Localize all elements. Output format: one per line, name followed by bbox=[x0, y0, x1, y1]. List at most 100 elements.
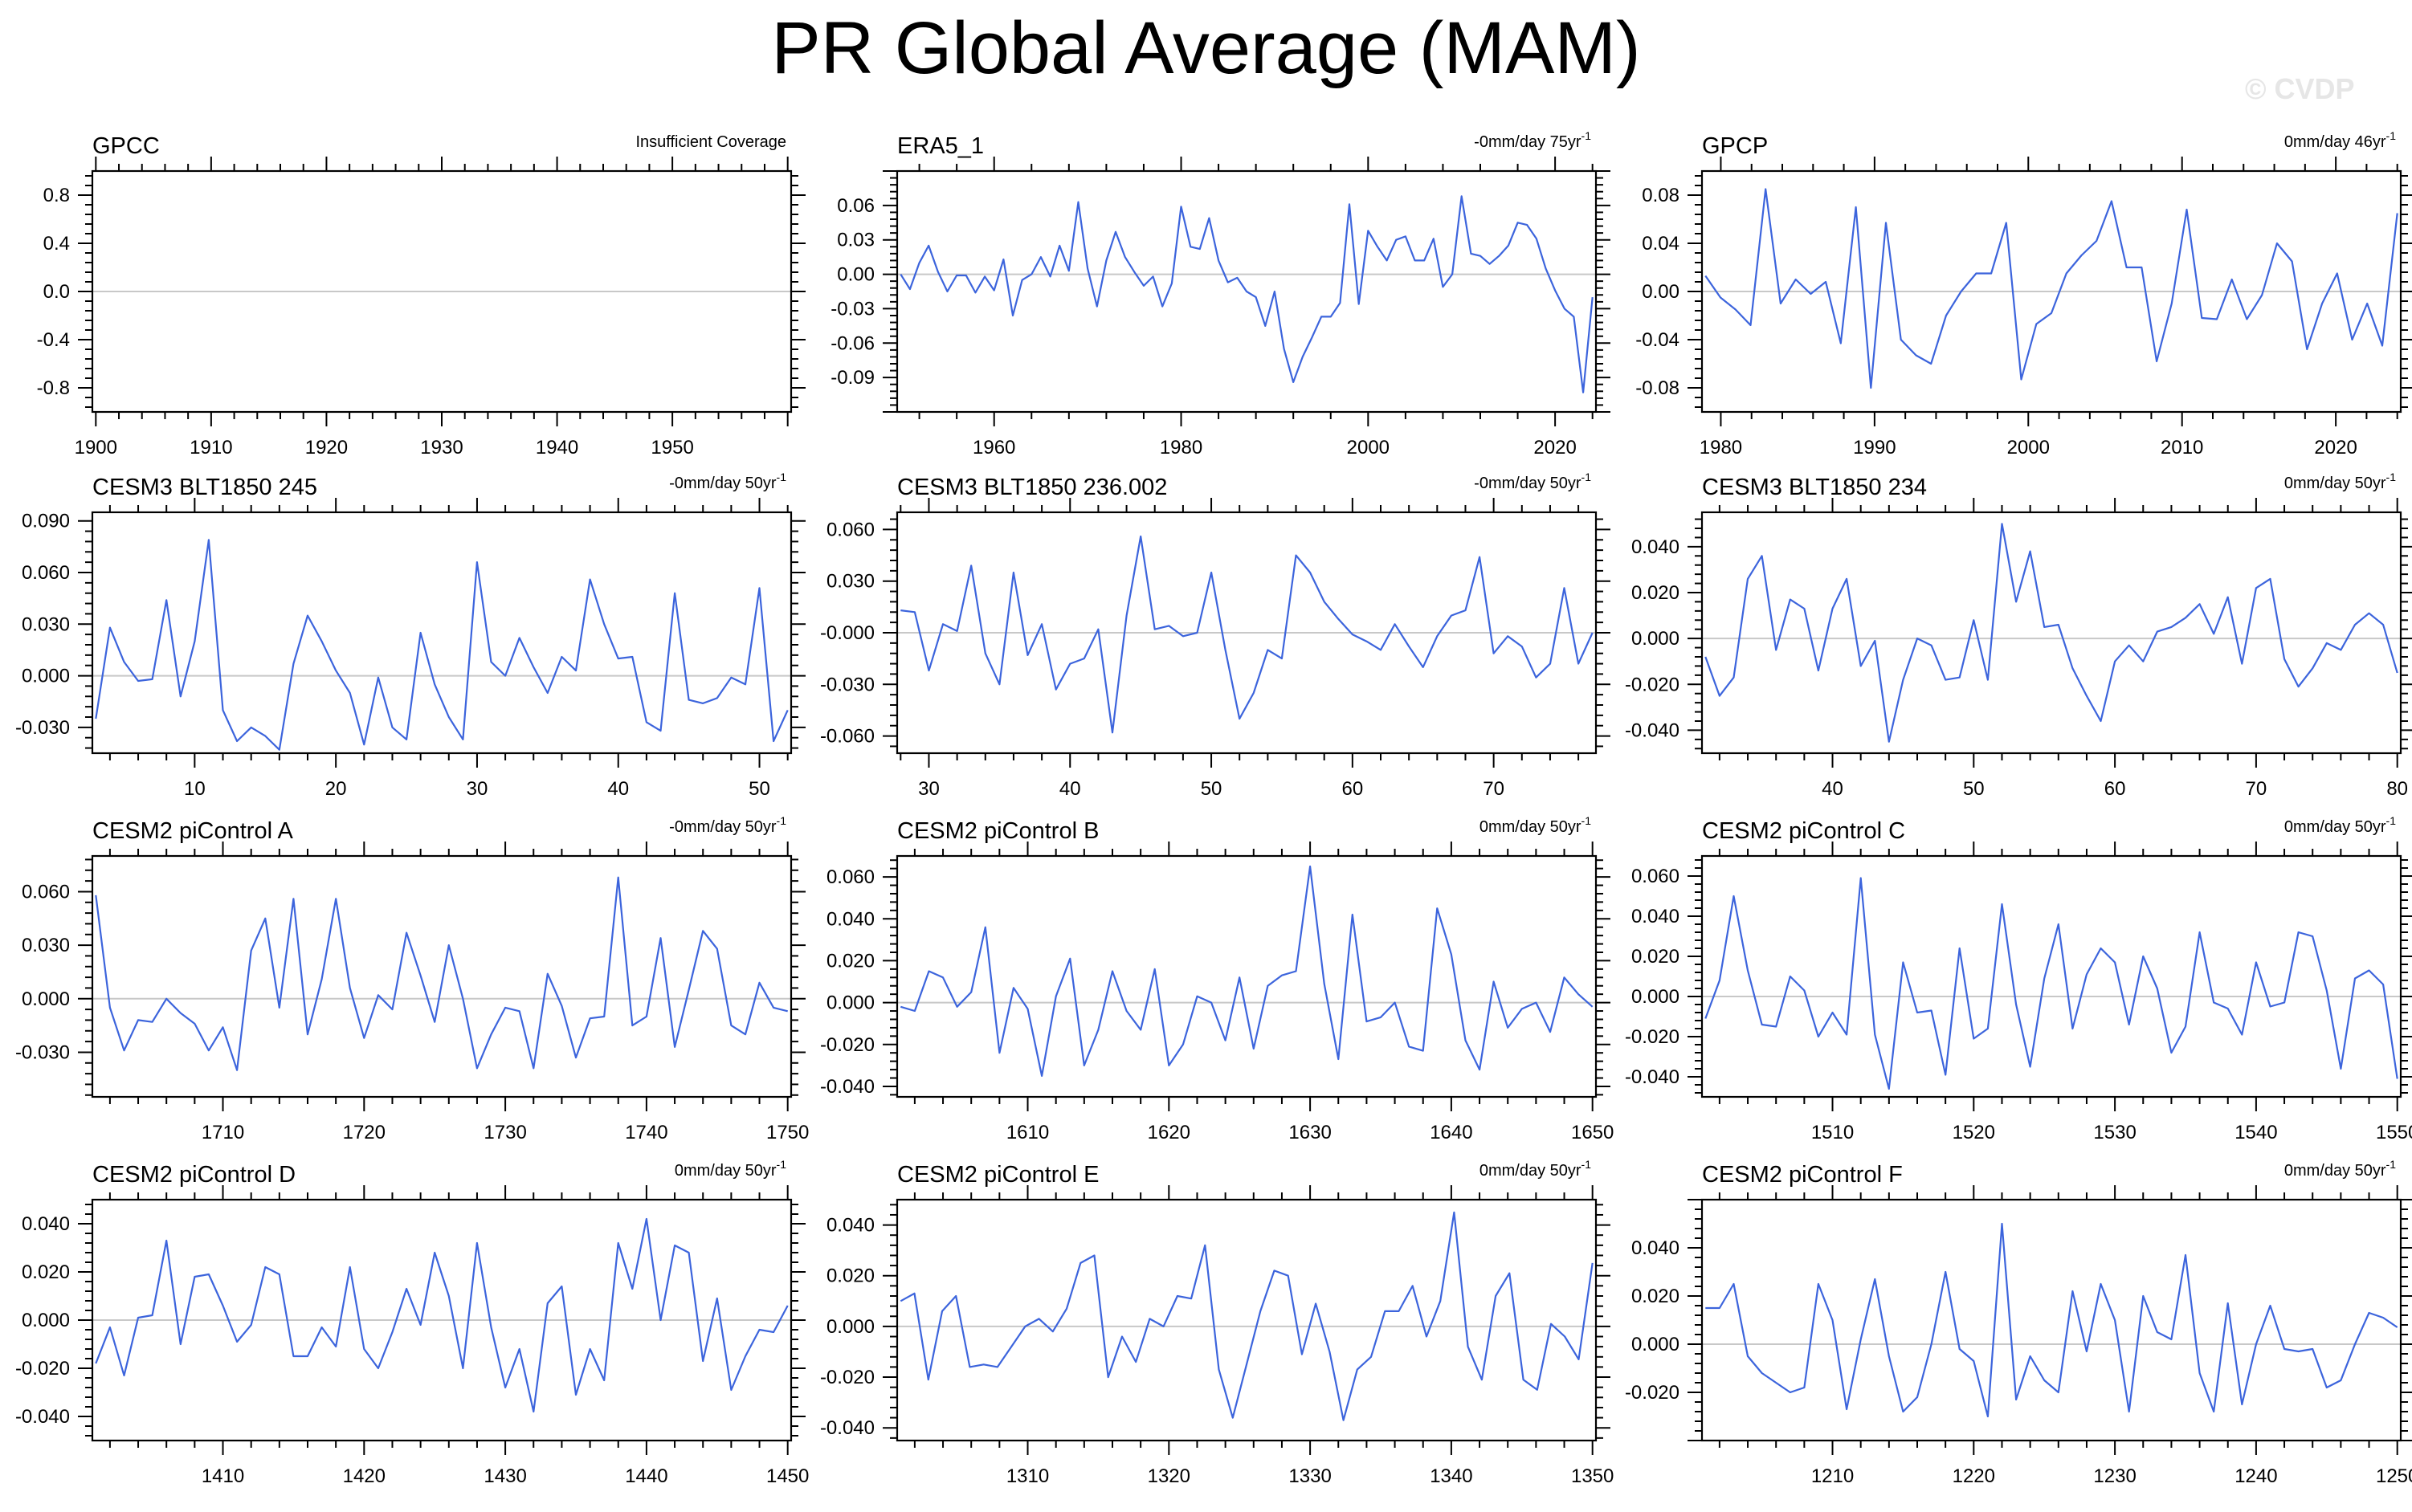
panel-title: CESM3 BLT1850 234 bbox=[1702, 475, 1927, 500]
plot-frame bbox=[1700, 854, 2402, 1098]
annotation-text: 0mm/day 50yr bbox=[2284, 475, 2386, 492]
x-tick-label: 2010 bbox=[2161, 437, 2203, 458]
y-tick-label: -0.020 bbox=[820, 1367, 875, 1388]
data-series-line bbox=[1704, 523, 2398, 743]
x-tick-label: 2000 bbox=[2007, 437, 2050, 458]
annotation-text: 0mm/day 46yr bbox=[2284, 133, 2386, 151]
x-tick-label: 1990 bbox=[1853, 437, 1896, 458]
x-tick-label: 40 bbox=[1822, 778, 1843, 800]
y-tick-label: 0.040 bbox=[1631, 536, 1679, 558]
x-tick-label: 1220 bbox=[1953, 1465, 1995, 1487]
x-tick-label: 1410 bbox=[202, 1465, 244, 1487]
panel-1: 1900 1910 1920 1930 1940 1950 -0.8 -0.4 0.0 0.4 0.… bbox=[37, 133, 806, 458]
x-tick-label: 1440 bbox=[625, 1465, 667, 1487]
x-tick-label: 1320 bbox=[1148, 1465, 1190, 1487]
y-tick-label: -0.040 bbox=[15, 1406, 70, 1428]
annotation-superscript: -1 bbox=[1581, 129, 1592, 142]
plot-frame bbox=[896, 1198, 1598, 1442]
y-tick-label: -0.030 bbox=[820, 674, 875, 695]
data-series-line bbox=[1705, 1222, 2398, 1418]
y-tick-label: 0.04 bbox=[1642, 233, 1679, 255]
panel-8: 1610 1620 1630 1640 1650 -0.040 -0.020 0.000 0.0… bbox=[820, 814, 1614, 1143]
y-tick-label: -0.030 bbox=[15, 1041, 70, 1063]
x-tick-label: 80 bbox=[2386, 778, 2408, 800]
x-tick-label: 1980 bbox=[1160, 437, 1202, 458]
y-tick-label: 0.020 bbox=[1631, 946, 1679, 968]
x-tick-label: 1640 bbox=[1430, 1122, 1472, 1143]
y-tick-label: 0.0 bbox=[43, 281, 70, 303]
panel-annotation: 0mm/day 50yr-1 bbox=[2284, 471, 2396, 492]
y-tick-label: -0.03 bbox=[831, 298, 875, 320]
panel-title: GPCC bbox=[92, 133, 160, 159]
y-tick-label: 0.060 bbox=[826, 519, 875, 540]
x-tick-label: 1240 bbox=[2234, 1465, 2277, 1487]
y-tick-label: 0.040 bbox=[826, 908, 875, 930]
annotation-text: 0mm/day 50yr bbox=[1479, 1162, 1581, 1180]
x-tick-label: 1710 bbox=[202, 1122, 244, 1143]
x-tick-label: 50 bbox=[1201, 778, 1222, 800]
y-tick-label: 0.030 bbox=[22, 935, 70, 956]
y-tick-label: 0.020 bbox=[22, 1261, 70, 1283]
plot-frame bbox=[896, 169, 1598, 414]
data-series-line bbox=[95, 876, 788, 1071]
panel-4: 10 20 30 40 50 -0.030 0.000 0.030 0.060 0.090 CESM… bbox=[15, 471, 806, 800]
x-tick-label: 1350 bbox=[1571, 1465, 1614, 1487]
y-tick-label: 0.060 bbox=[826, 866, 875, 888]
data-series-line bbox=[900, 1211, 1594, 1421]
y-tick-label: 0.060 bbox=[1631, 866, 1679, 887]
x-tick-label: 10 bbox=[184, 778, 206, 800]
x-tick-label: 1740 bbox=[625, 1122, 667, 1143]
plot-frame bbox=[91, 511, 793, 755]
y-tick-label: 0.000 bbox=[1631, 1334, 1679, 1355]
annotation-superscript: -1 bbox=[1581, 1158, 1592, 1171]
panel-annotation: 0mm/day 50yr-1 bbox=[2284, 1158, 2396, 1180]
panel-9: 1510 1520 1530 1540 1550 -0.040 -0.020 0.000 0.0… bbox=[1625, 814, 2412, 1143]
panel-title: CESM2 piControl A bbox=[92, 818, 293, 844]
y-tick-label: 0.03 bbox=[837, 230, 875, 251]
y-tick-label: 0.000 bbox=[1631, 628, 1679, 650]
plot-frame bbox=[1700, 1198, 2402, 1442]
panel-title: ERA5_1 bbox=[897, 133, 984, 159]
panel-title: CESM2 piControl B bbox=[897, 818, 1099, 844]
panel-annotation: 0mm/day 50yr-1 bbox=[1479, 814, 1591, 836]
annotation-superscript: -1 bbox=[2386, 129, 2397, 142]
y-tick-label: 0.000 bbox=[826, 1316, 875, 1338]
y-tick-label: 0.000 bbox=[1631, 986, 1679, 1008]
y-tick-label: -0.040 bbox=[820, 1417, 875, 1439]
x-tick-label: 40 bbox=[607, 778, 629, 800]
x-tick-label: 1210 bbox=[1811, 1465, 1854, 1487]
panel-title: CESM3 BLT1850 245 bbox=[92, 475, 317, 500]
y-tick-label: -0.060 bbox=[820, 726, 875, 748]
panel-annotation: Insufficient Coverage bbox=[635, 133, 786, 151]
y-tick-label: 0.040 bbox=[1631, 906, 1679, 927]
panel-title: CESM2 piControl E bbox=[897, 1162, 1099, 1188]
x-tick-label: 1940 bbox=[536, 437, 578, 458]
annotation-superscript: -1 bbox=[1581, 471, 1592, 483]
panel-2: 1960 1980 2000 2020 -0.09 -0.06 -0.03 0.00 0.03 0… bbox=[831, 129, 1610, 458]
annotation-superscript: -1 bbox=[2386, 1158, 2397, 1171]
x-tick-label: 1720 bbox=[343, 1122, 386, 1143]
panel-7: 1710 1720 1730 1740 1750 -0.030 0.000 0.030 0.06… bbox=[15, 814, 809, 1143]
y-tick-label: 0.090 bbox=[22, 511, 70, 532]
data-series-line bbox=[1704, 188, 2398, 389]
data-series-line bbox=[95, 1217, 789, 1413]
annotation-text: Insufficient Coverage bbox=[635, 133, 786, 151]
x-tick-label: 1520 bbox=[1953, 1122, 1995, 1143]
x-tick-label: 1900 bbox=[75, 437, 117, 458]
y-tick-label: -0.4 bbox=[37, 329, 70, 351]
y-tick-label: 0.060 bbox=[22, 562, 70, 584]
panel-annotation: 0mm/day 46yr-1 bbox=[2284, 129, 2396, 151]
x-tick-label: 1930 bbox=[420, 437, 463, 458]
panel-11: 1310 1320 1330 1340 1350 -0.040 -0.020 0.000 0.0… bbox=[820, 1158, 1614, 1487]
x-tick-label: 2020 bbox=[2314, 437, 2357, 458]
y-tick-label: -0.020 bbox=[15, 1358, 70, 1380]
y-tick-label: 0.020 bbox=[1631, 582, 1679, 604]
annotation-superscript: -1 bbox=[777, 471, 787, 483]
panel-annotation: -0mm/day 50yr-1 bbox=[669, 471, 786, 492]
annotation-superscript: -1 bbox=[2386, 814, 2397, 827]
x-tick-label: 1450 bbox=[766, 1465, 809, 1487]
data-series-line bbox=[95, 539, 789, 751]
x-tick-label: 1920 bbox=[305, 437, 348, 458]
y-tick-label: 0.020 bbox=[826, 1265, 875, 1287]
y-tick-label: -0.040 bbox=[1625, 719, 1679, 741]
